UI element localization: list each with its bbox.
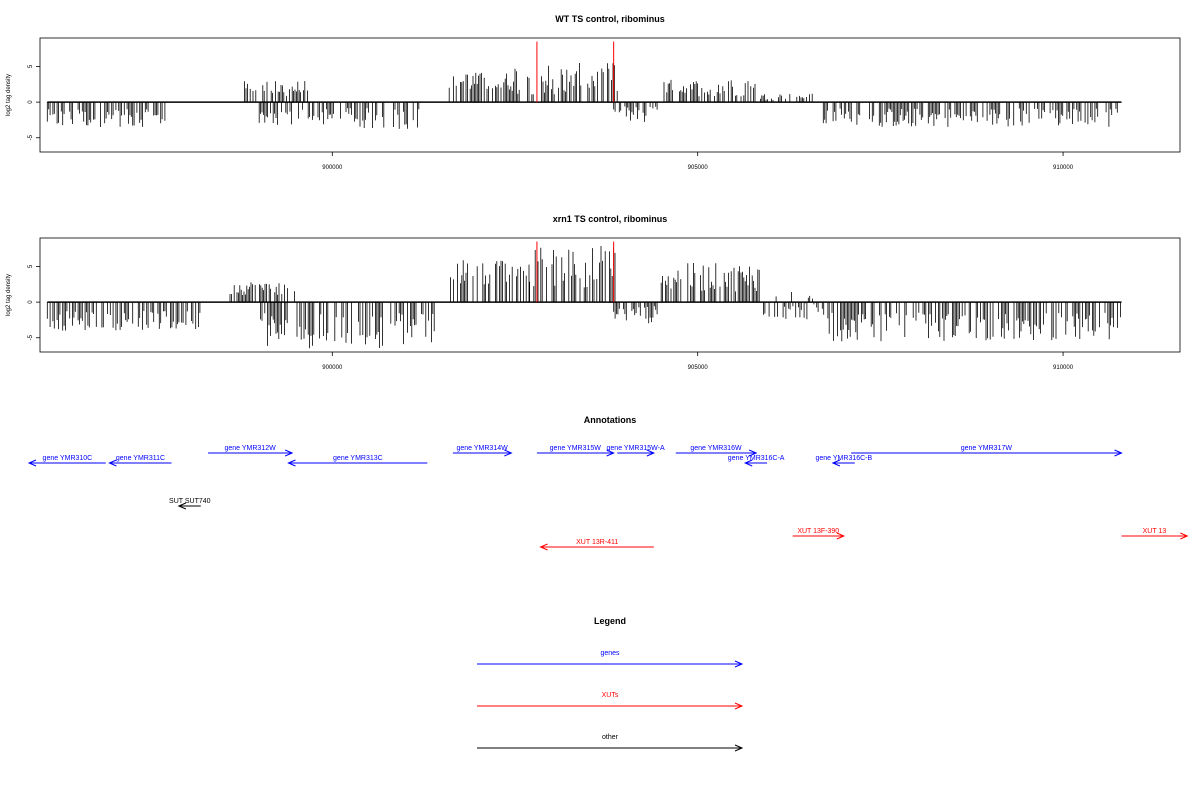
y-tick-label: 5 xyxy=(28,64,34,68)
annotation-label: SUT SUT740 xyxy=(169,498,211,505)
annotation-label: gene YMR317W xyxy=(961,445,1013,452)
x-tick-label: 910000 xyxy=(1053,365,1074,371)
annotation-gene: gene YMR317W xyxy=(851,445,1123,457)
annotation-gene: gene YMR316C-B xyxy=(816,455,873,467)
y-axis-label: log2 tag density xyxy=(6,74,12,116)
coverage-bars xyxy=(46,246,1121,349)
annotation-gene: gene YMR313C xyxy=(287,455,428,467)
y-axis-label: log2 tag density xyxy=(6,274,12,316)
annotation-label: gene YMR311C xyxy=(116,455,165,462)
x-tick-label: 905000 xyxy=(688,165,709,171)
annotation-label: gene YMR316W xyxy=(690,445,742,452)
annotation-track: gene YMR310C gene YMR311C gene YMR312W gene… xyxy=(27,445,1189,551)
annotation-label: gene YMR314W xyxy=(456,445,508,452)
annotation-label: gene YMR316C-A xyxy=(728,455,785,462)
y-tick-label: -5 xyxy=(28,134,34,140)
annotation-label: gene YMR313C xyxy=(333,455,383,462)
plot-title: xrn1 TS control, ribominus xyxy=(553,214,668,224)
y-tick-label: 5 xyxy=(28,264,34,268)
annotation-gene: gene YMR315W-A xyxy=(607,445,665,457)
annotation-xut: XUT 13R-411 xyxy=(539,539,654,551)
annotation-label: gene YMR315W xyxy=(550,445,602,452)
annotation-gene: gene YMR312W xyxy=(208,445,294,457)
y-tick-label: 0 xyxy=(28,100,34,104)
wt-coverage-panel: WT TS control, ribominus log2 tag density… xyxy=(6,14,1181,171)
annotation-gene: gene YMR316W xyxy=(675,445,758,457)
x-tick-label: 905000 xyxy=(688,365,709,371)
coverage-bars xyxy=(46,63,1118,129)
legend-entry: genes xyxy=(477,650,744,668)
x-tick-label: 900000 xyxy=(322,165,343,171)
annotation-label: gene YMR310C xyxy=(43,455,93,462)
legend-title: Legend xyxy=(594,616,626,626)
annotation-label: gene YMR315W-A xyxy=(607,445,665,452)
annotations-title: Annotations xyxy=(584,415,637,425)
legend-entry: XUTs xyxy=(477,692,744,710)
plot-frame xyxy=(39,237,1181,353)
annotation-label: XUT 13R-411 xyxy=(576,539,618,546)
annotation-xut: XUT 13F-390 xyxy=(792,528,846,540)
legend-entry-label: other xyxy=(602,734,619,741)
annotation-label: XUT 13F-390 xyxy=(797,528,839,535)
annotation-gene: gene YMR315W xyxy=(536,445,615,457)
annotation-label: gene YMR316C-B xyxy=(816,455,873,462)
annotation-gene: gene YMR316C-A xyxy=(728,455,785,467)
plot-title: WT TS control, ribominus xyxy=(555,14,665,24)
annotation-label: XUT 13 xyxy=(1143,528,1167,535)
annotation-gene: gene YMR310C xyxy=(27,455,106,467)
legend-entry-label: genes xyxy=(600,650,620,657)
annotation-gene: gene YMR311C xyxy=(108,455,172,467)
xrn1-coverage-panel: xrn1 TS control, ribominus log2 tag densi… xyxy=(6,214,1181,371)
legend-entry: other xyxy=(477,734,744,752)
annotation-xut: XUT 13 xyxy=(1121,528,1189,540)
y-tick-label: -5 xyxy=(28,334,34,340)
x-tick-label: 910000 xyxy=(1053,165,1074,171)
y-tick-label: 0 xyxy=(28,300,34,304)
annotation-gene: gene YMR314W xyxy=(452,445,513,457)
legend: genes XUTs other xyxy=(477,650,744,752)
x-tick-label: 900000 xyxy=(322,365,343,371)
annotation-label: gene YMR312W xyxy=(224,445,276,452)
legend-entry-label: XUTs xyxy=(602,692,619,699)
plot-frame xyxy=(39,37,1181,153)
annotation-other: SUT SUT740 xyxy=(169,498,211,510)
